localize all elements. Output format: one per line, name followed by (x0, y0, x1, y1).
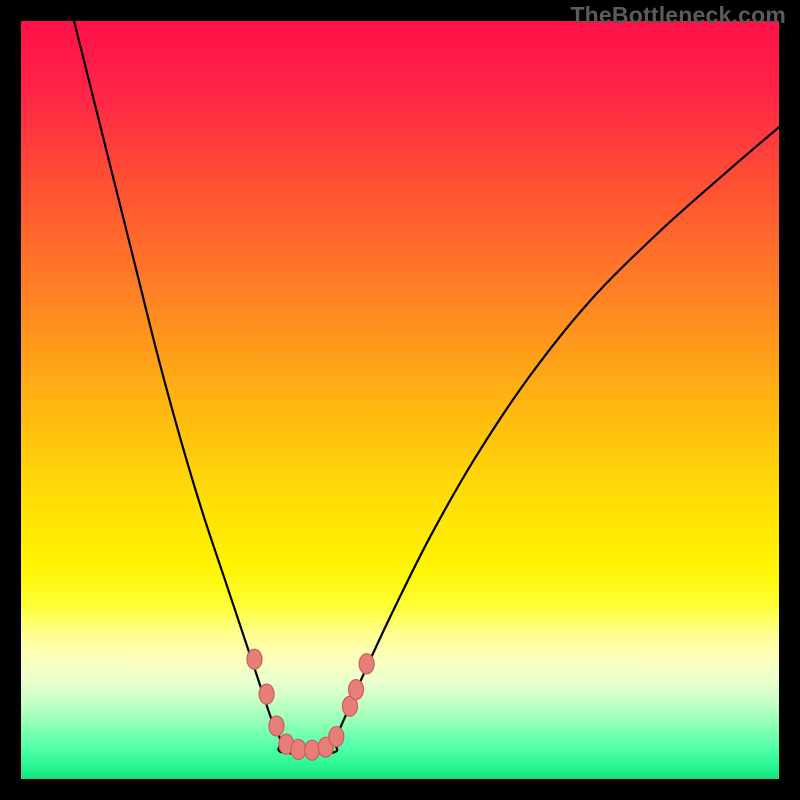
bottleneck-chart (0, 0, 800, 800)
data-marker (269, 716, 284, 736)
data-marker (247, 649, 262, 669)
watermark-text: TheBottleneck.com (570, 2, 786, 29)
data-marker (349, 680, 364, 700)
data-marker (329, 727, 344, 747)
gradient-background (21, 21, 779, 779)
outer-frame: TheBottleneck.com (0, 0, 800, 800)
data-marker (305, 740, 320, 760)
data-marker (259, 684, 274, 704)
data-marker (359, 654, 374, 674)
data-marker (291, 739, 306, 759)
